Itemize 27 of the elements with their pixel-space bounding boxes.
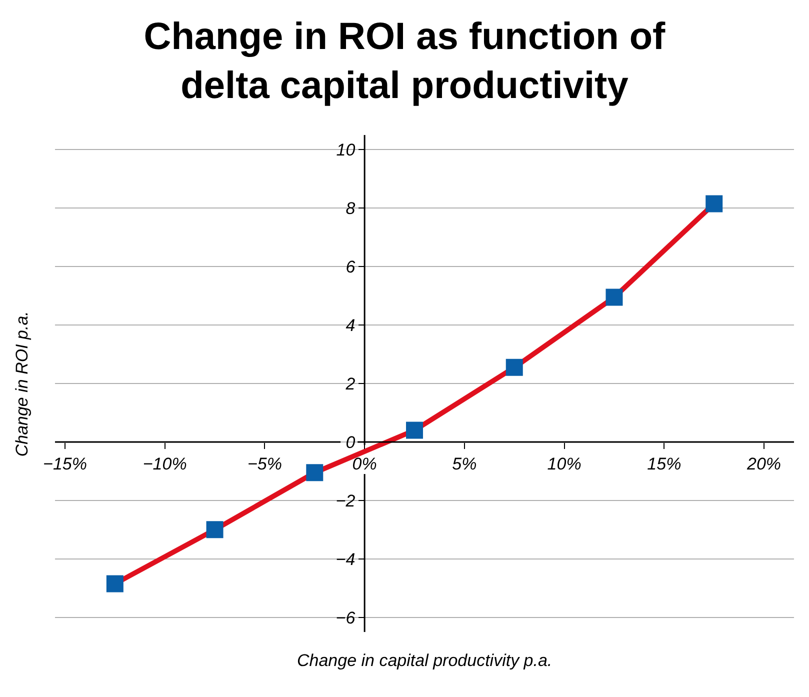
point [406, 422, 424, 439]
y-tick-label: 10 [336, 140, 356, 160]
point [106, 575, 124, 592]
x-axis-title: Change in capital productivity p.a. [297, 651, 552, 670]
y-tick-label: 6 [346, 258, 356, 277]
point [606, 288, 623, 306]
point [306, 464, 324, 482]
y-tick-label: 2 [344, 374, 356, 394]
y-tick-label: 0 [346, 432, 356, 452]
y-tick-label: −2 [336, 491, 356, 510]
y-tick-label: 8 [346, 199, 356, 218]
point [706, 195, 723, 212]
x-tick-label: 10% [547, 454, 582, 474]
point [206, 521, 224, 538]
y-tick-label: −6 [336, 608, 356, 628]
point [506, 358, 523, 376]
y-axis-title: Change in ROI p.a. [12, 311, 32, 457]
x-tick-label: −5% [247, 454, 282, 474]
x-tick-label: −10% [142, 454, 187, 474]
y-tick-label: −4 [336, 550, 356, 569]
x-tick-label: 5% [452, 454, 477, 474]
x-tick-label: 15% [647, 454, 682, 474]
x-tick-label: 0% [352, 454, 377, 474]
x-tick-label: −15% [43, 454, 87, 474]
y-tick-label: 4 [346, 316, 356, 335]
chart-title: Change in ROI as function of delta capital productivity [144, 16, 666, 108]
x-tick-label: 20% [746, 454, 782, 474]
